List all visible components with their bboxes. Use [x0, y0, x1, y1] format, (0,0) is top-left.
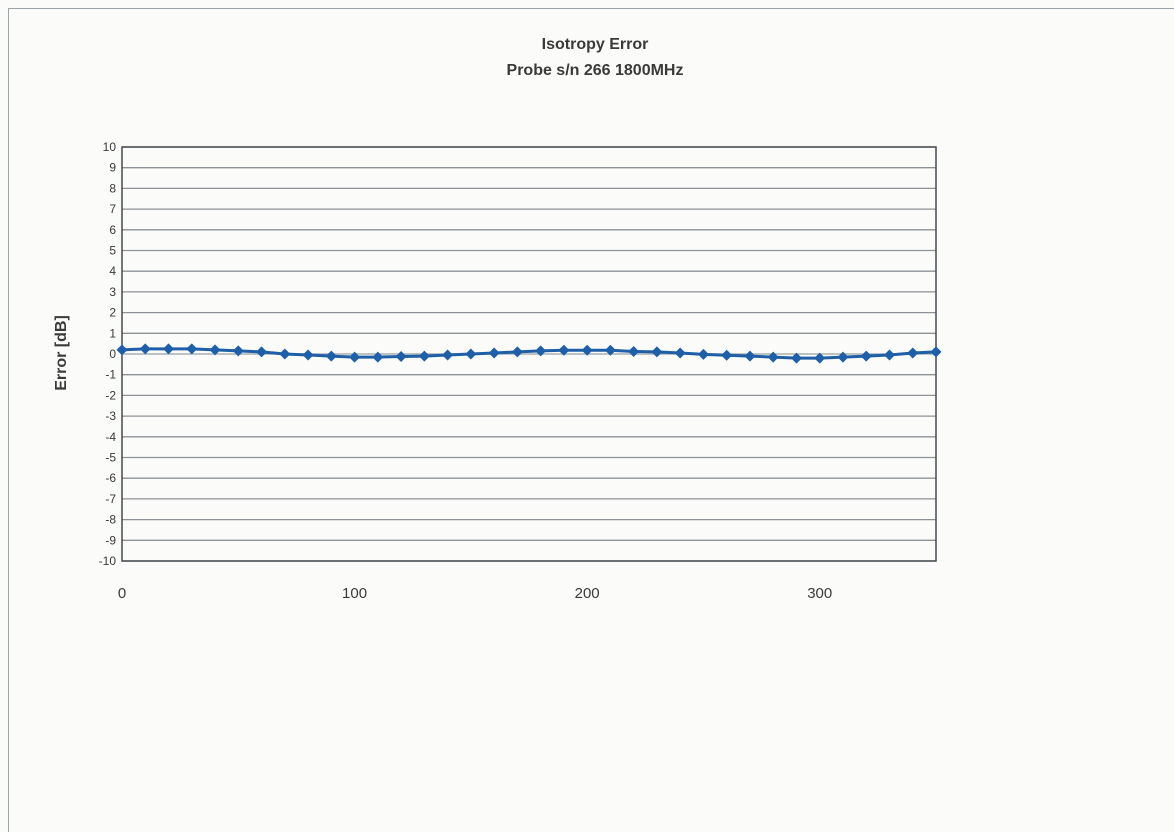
y-tick-label: 5 — [109, 244, 116, 258]
data-point — [604, 344, 616, 356]
data-point — [697, 348, 709, 360]
y-tick-label: 8 — [109, 181, 116, 195]
y-tick-label: -9 — [105, 533, 116, 547]
y-tick-label: -10 — [99, 554, 117, 568]
y-tick-label: -1 — [105, 368, 116, 382]
data-point — [721, 349, 733, 361]
data-point — [232, 345, 244, 357]
data-point — [256, 346, 268, 358]
data-point — [139, 343, 151, 355]
data-point — [418, 350, 430, 362]
data-point — [767, 351, 779, 363]
y-tick-label: -5 — [105, 451, 116, 465]
data-point — [372, 351, 384, 363]
y-tick-label: -2 — [105, 388, 116, 402]
data-point — [837, 351, 849, 363]
data-point — [325, 350, 337, 362]
data-point — [302, 349, 314, 361]
y-tick-label: 4 — [109, 264, 116, 278]
y-tick-label: -8 — [105, 513, 116, 527]
data-point — [395, 350, 407, 362]
data-point — [581, 344, 593, 356]
y-tick-label: 7 — [109, 202, 116, 216]
data-point — [488, 347, 500, 359]
chart-frame — [8, 8, 1174, 832]
data-point — [511, 346, 523, 358]
data-point — [186, 343, 198, 355]
x-tick-label: 0 — [118, 585, 126, 602]
data-point — [628, 346, 640, 358]
y-tick-label: 6 — [109, 223, 116, 237]
data-point — [349, 351, 361, 363]
y-tick-label: -3 — [105, 409, 116, 423]
data-point — [116, 344, 128, 356]
data-point — [651, 346, 663, 358]
data-point — [930, 346, 942, 358]
data-point — [558, 344, 570, 356]
data-point — [209, 344, 221, 356]
data-point — [465, 348, 477, 360]
y-tick-label: -4 — [105, 430, 116, 444]
y-tick-label: 1 — [109, 326, 116, 340]
data-point — [907, 347, 919, 359]
x-tick-label: 200 — [575, 585, 600, 602]
y-tick-label: -7 — [105, 492, 116, 506]
x-tick-label: 300 — [807, 585, 832, 602]
data-point — [744, 350, 756, 362]
series-group — [116, 343, 942, 364]
gridlines — [122, 146, 936, 562]
data-point — [790, 352, 802, 364]
y-tick-label: 0 — [109, 347, 116, 361]
y-tick-label: 3 — [109, 285, 116, 299]
y-tick-label: -6 — [105, 471, 116, 485]
y-tick-label: 2 — [109, 306, 116, 320]
data-point — [535, 345, 547, 357]
x-tick-labels: 0 100 200 300 — [118, 585, 832, 602]
data-point — [674, 347, 686, 359]
data-point — [860, 350, 872, 362]
data-point — [814, 352, 826, 364]
x-tick-label: 100 — [342, 585, 367, 602]
chart-subtitle: Probe s/n 266 1800MHz — [506, 62, 684, 79]
data-point — [279, 348, 291, 360]
data-point — [883, 349, 895, 361]
chart-title: Isotropy Error — [541, 36, 649, 53]
data-point — [442, 349, 454, 361]
y-tick-label: 9 — [109, 161, 116, 175]
y-tick-label: 10 — [103, 140, 117, 154]
data-point — [163, 343, 175, 355]
